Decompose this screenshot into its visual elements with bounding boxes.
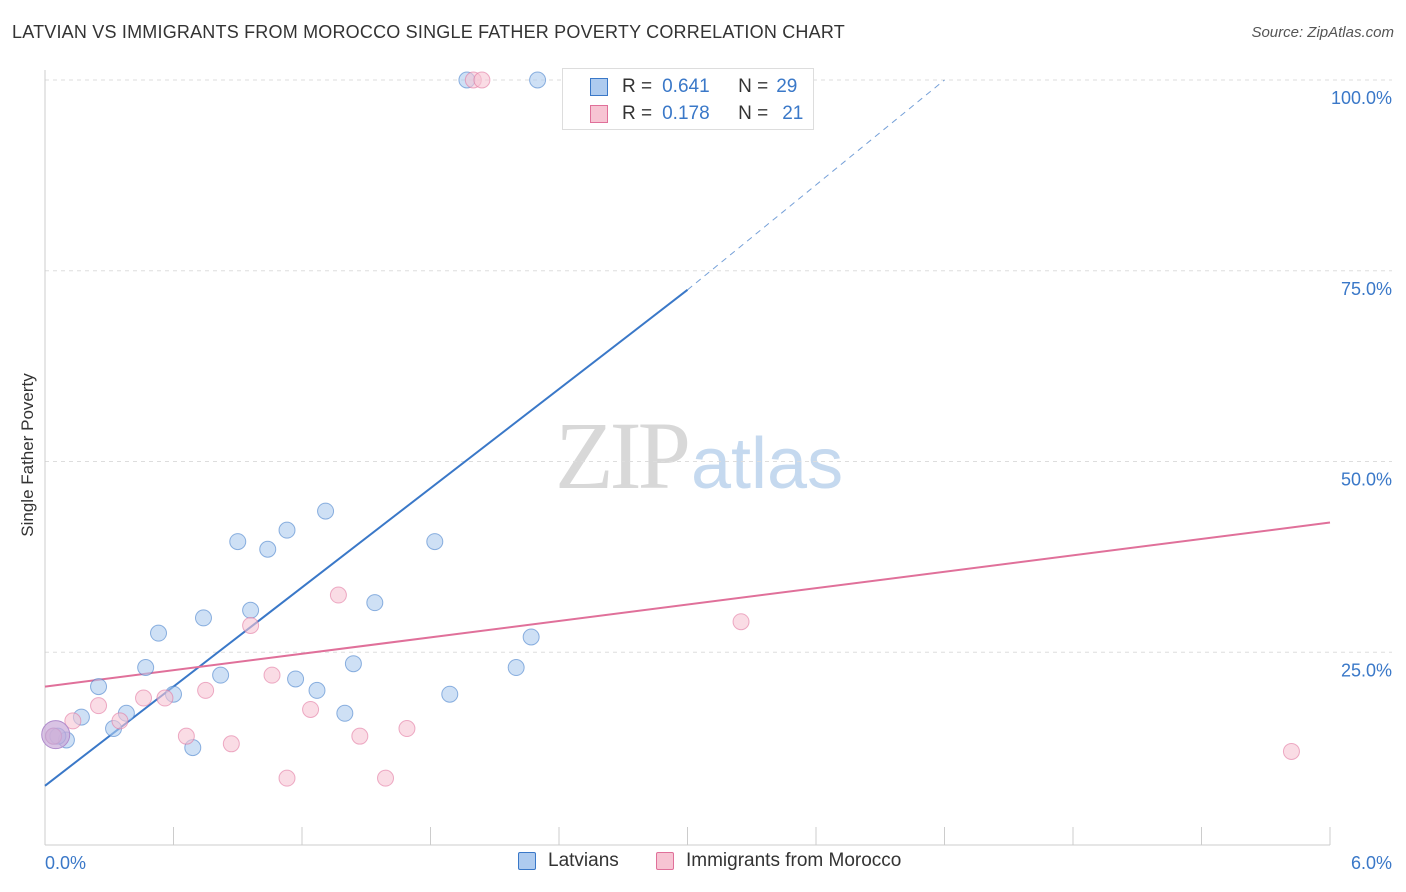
latvians-point [90, 678, 108, 696]
morocco-point [278, 769, 296, 787]
cluster-point [41, 720, 71, 750]
latvians-point [336, 704, 354, 722]
latvians-point [308, 681, 326, 699]
latvians-point [150, 624, 168, 642]
chart-title: LATVIAN VS IMMIGRANTS FROM MOROCCO SINGL… [12, 22, 845, 42]
legend-item-latvians[interactable]: Latvians [518, 850, 619, 872]
morocco-point [398, 720, 416, 738]
latvians-point [507, 659, 525, 677]
morocco-swatch [590, 105, 608, 123]
latvians-point [366, 594, 384, 612]
latvians-point [317, 502, 335, 520]
y-tick-label: 75.0% [1341, 279, 1392, 299]
latvians-point [441, 685, 459, 703]
morocco-point [177, 727, 195, 745]
legend-label: Immigrants from Morocco [686, 850, 902, 871]
morocco-point [263, 666, 281, 684]
latvians-point [278, 521, 296, 539]
morocco-trendline [44, 521, 1331, 688]
latvians-trendline-extension [687, 79, 945, 291]
watermark: ZIPatlas [555, 400, 843, 511]
latvians-point [212, 666, 230, 684]
tick-label-layer: 25.0% 50.0% 75.0% 100.0% 0.0% 6.0% [45, 88, 1392, 873]
points-layer [41, 71, 1300, 787]
morocco-point [90, 697, 108, 715]
morocco-point [111, 712, 129, 730]
r-value: 0.178 [662, 103, 710, 124]
morocco-point [156, 689, 174, 707]
source-credit: Source: ZipAtlas.com [1251, 24, 1394, 41]
x-tick-label: 6.0% [1351, 853, 1392, 873]
latvians-trendline [44, 289, 689, 787]
latvians-point [344, 655, 362, 673]
grid-layer [45, 79, 1392, 653]
morocco-legend-swatch [656, 852, 674, 870]
watermark-atlas: atlas [691, 424, 844, 504]
x-tick-label: 0.0% [45, 853, 86, 873]
morocco-point [1282, 742, 1300, 760]
morocco-point [242, 617, 260, 635]
latvians-point [426, 533, 444, 551]
latvians-point [137, 659, 155, 677]
y-tick-label: 100.0% [1331, 88, 1392, 108]
trend-layer [44, 79, 1331, 787]
y-tick-label: 25.0% [1341, 660, 1392, 680]
y-axis-label: Single Father Poverty [18, 373, 37, 537]
axis-layer [44, 70, 1331, 846]
latvians-legend-swatch [518, 852, 536, 870]
latvians-point [259, 540, 277, 558]
y-tick-label: 50.0% [1341, 470, 1392, 490]
series-legend: Latvians Immigrants from Morocco [0, 850, 1406, 880]
latvians-swatch [590, 78, 608, 96]
latvians-point [242, 601, 260, 619]
latvians-point [522, 628, 540, 646]
latvians-point [529, 71, 547, 89]
r-value: 0.641 [662, 76, 710, 97]
stats-legend: R = 0.641 N = 29 R = 0.178 N = 21 [562, 68, 814, 130]
morocco-point [351, 727, 369, 745]
latvians-point [229, 533, 247, 551]
latvians-point [287, 670, 305, 688]
morocco-point [302, 700, 320, 718]
legend-label: Latvians [548, 850, 619, 871]
n-label: N = [738, 76, 769, 97]
morocco-point [64, 712, 82, 730]
n-label: N = [738, 103, 769, 124]
morocco-point [135, 689, 153, 707]
morocco-point [473, 71, 491, 89]
n-value: 21 [782, 103, 804, 124]
morocco-point [222, 735, 240, 753]
watermark-zip: ZIP [555, 402, 691, 509]
r-label: R = [622, 76, 653, 97]
morocco-point [377, 769, 395, 787]
morocco-point [329, 586, 347, 604]
r-label: R = [622, 103, 653, 124]
legend-item-morocco[interactable]: Immigrants from Morocco [656, 850, 901, 872]
n-value: 29 [776, 76, 798, 97]
stats-row-latvians: R = 0.641 N = 29 [563, 74, 797, 100]
morocco-point [732, 613, 750, 631]
morocco-point [197, 681, 215, 699]
stats-row-morocco: R = 0.178 N = 21 [563, 101, 803, 127]
latvians-point [194, 609, 212, 627]
